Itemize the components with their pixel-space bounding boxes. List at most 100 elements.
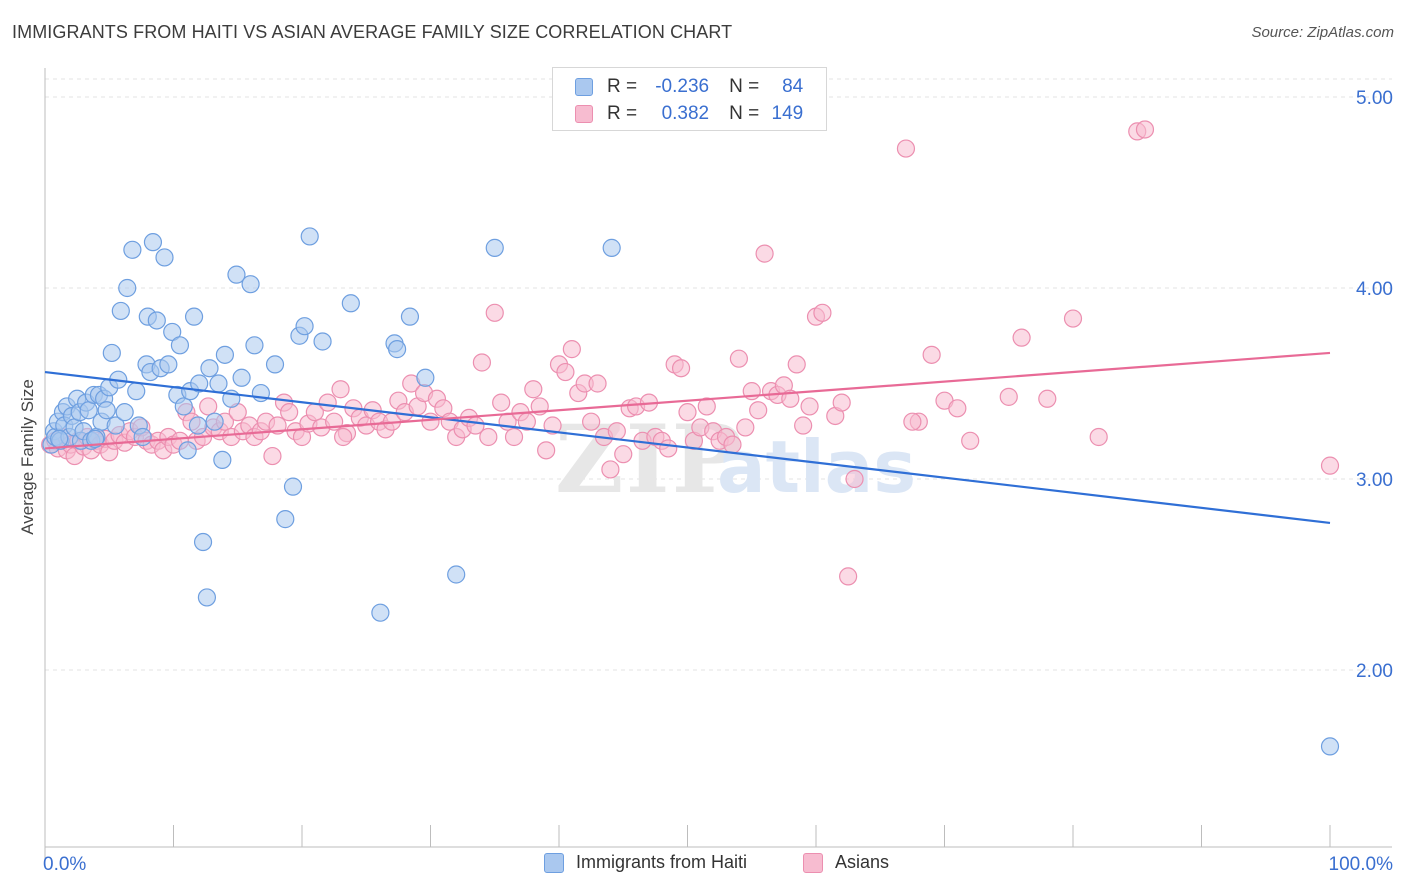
haiti-point	[416, 368, 435, 387]
haiti-point	[155, 248, 174, 267]
asians-point	[781, 389, 800, 408]
haiti-point	[174, 397, 193, 416]
haiti-point	[170, 336, 190, 355]
asians-point	[479, 427, 498, 447]
haiti-point	[300, 227, 319, 246]
haiti-point	[102, 343, 121, 363]
asians-point	[1089, 427, 1108, 447]
haiti-point	[133, 427, 152, 447]
haiti-point	[602, 238, 621, 257]
asians-point	[749, 401, 768, 420]
haiti-point	[115, 403, 134, 422]
haiti-point	[400, 307, 420, 326]
asians-point	[723, 435, 742, 454]
chart-title: IMMIGRANTS FROM HAITI VS ASIAN AVERAGE F…	[12, 22, 733, 42]
haiti-point	[97, 401, 116, 420]
haiti-point	[295, 317, 314, 336]
watermark-atlas: atlas	[717, 425, 916, 509]
haiti-point	[215, 345, 234, 364]
asians-point	[922, 345, 941, 364]
asians-point	[601, 460, 620, 479]
haiti-point	[205, 412, 224, 431]
asians-point	[543, 416, 562, 435]
source-credit: Source: ZipAtlas.com	[1251, 24, 1394, 41]
asians-point	[485, 303, 504, 322]
haiti-point	[227, 265, 246, 284]
legend-r-value: 0.382	[661, 103, 710, 124]
legend-r-label: R =	[607, 76, 638, 97]
legend-n-label: N =	[729, 103, 760, 124]
haiti-point	[341, 294, 360, 313]
asians-point	[755, 244, 774, 263]
haiti-point	[190, 374, 209, 393]
tick-labels: 2.00 3.00 4.00 5.00 0.0% 100.0%	[43, 88, 1393, 875]
haiti-point	[111, 301, 130, 321]
asians-point	[787, 355, 806, 374]
haiti-point	[313, 332, 332, 351]
haiti-point	[50, 429, 69, 448]
haiti-point	[485, 238, 504, 257]
asians-point	[697, 397, 716, 416]
asians-points	[41, 120, 1340, 586]
haiti-point	[232, 368, 251, 387]
asians-point	[562, 340, 581, 359]
asians-point	[263, 446, 282, 466]
asians-point	[903, 412, 922, 431]
asians-point	[588, 374, 607, 393]
haiti-point	[200, 359, 219, 378]
asians-point	[800, 397, 819, 416]
trend-lines	[44, 351, 1331, 525]
bottom-legend-label-asians: Asians	[835, 852, 890, 872]
haiti-point	[188, 416, 208, 435]
haiti-point	[265, 355, 285, 374]
asians-point	[1063, 309, 1083, 328]
asians-point	[999, 387, 1018, 406]
haiti-point	[159, 355, 178, 374]
haiti-point	[197, 588, 217, 607]
bottom-legend-asians: Asians	[803, 852, 889, 873]
asians-point	[659, 439, 678, 458]
asians-point	[729, 349, 749, 368]
legend-row-haiti: R = -0.236 N = 84	[553, 73, 803, 101]
asians-point	[1038, 389, 1057, 408]
legend-n-value: 149	[771, 103, 804, 124]
asians-point	[678, 403, 697, 422]
bottom-legend-haiti: Immigrants from Haiti	[544, 852, 747, 873]
asians-point	[582, 412, 601, 431]
x-tick-label-min: 0.0%	[43, 854, 86, 875]
haiti-points	[42, 227, 1340, 756]
x-tick-label-max: 100.0%	[1329, 854, 1394, 875]
asians-point	[537, 441, 556, 460]
legend-swatch-asians	[575, 105, 593, 123]
haiti-point	[371, 603, 390, 622]
haiti-point	[143, 233, 163, 252]
legend-swatch-haiti	[575, 78, 593, 96]
asians-point	[280, 403, 299, 422]
asians-point	[607, 422, 626, 441]
haiti-point	[163, 322, 182, 342]
haiti-point	[127, 382, 146, 401]
haiti-trend-line	[44, 370, 1331, 525]
asians-point	[671, 359, 691, 378]
asians-point	[794, 416, 813, 435]
asians-point	[845, 469, 864, 489]
legend-r-value: -0.236	[655, 76, 710, 97]
asians-trend-line	[44, 351, 1331, 450]
asians-point	[334, 427, 353, 447]
haiti-point	[123, 240, 142, 259]
haiti-point	[209, 374, 228, 393]
haiti-point	[241, 275, 260, 294]
watermark: ZIP atlas	[555, 405, 916, 515]
y-tick-label: 4.00	[1356, 279, 1393, 300]
haiti-point	[387, 340, 407, 359]
haiti-point	[276, 510, 295, 529]
asians-point	[832, 393, 851, 412]
haiti-point	[245, 336, 264, 355]
haiti-point	[118, 278, 137, 298]
asians-point	[1135, 120, 1155, 139]
asians-point	[961, 431, 980, 450]
asians-point	[504, 427, 524, 447]
haiti-point	[193, 532, 213, 552]
asians-point	[199, 397, 218, 416]
